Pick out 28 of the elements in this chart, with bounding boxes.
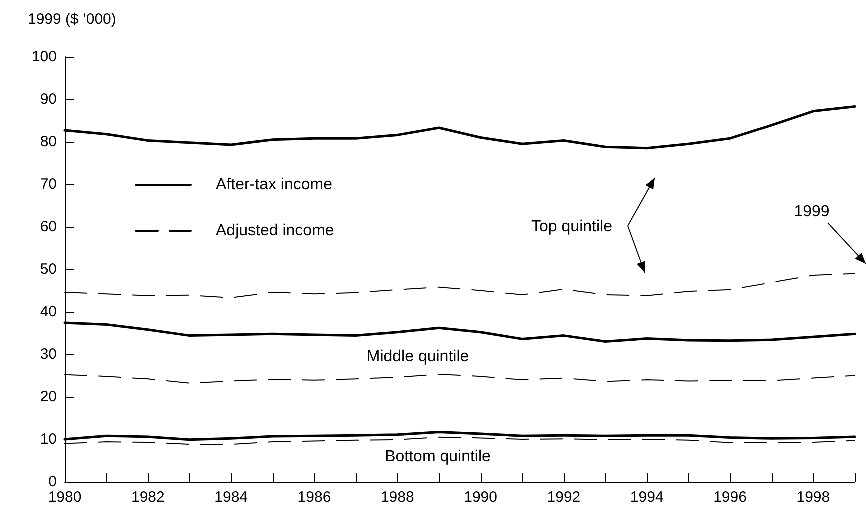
x-tick-label: 1990 [464, 489, 498, 506]
x-tick-label: 1988 [380, 489, 414, 506]
legend-label: Adjusted income [216, 222, 334, 240]
y-tick-label: 60 [40, 218, 57, 236]
y-tick-label: 30 [40, 346, 57, 363]
x-tick-label: 1992 [547, 489, 581, 506]
y-axis-title: 1999 ($ ’000) [28, 11, 116, 28]
x-tick-label: 1980 [48, 489, 82, 506]
y-tick-label: 100 [32, 48, 57, 66]
annotation: Top quintile [532, 218, 613, 236]
annotation: Bottom quintile [385, 448, 492, 466]
annotation: Middle quintile [366, 348, 470, 366]
annotation: 1999 [794, 204, 830, 220]
y-tick-label: 90 [40, 91, 57, 108]
y-tick-label: 10 [40, 431, 57, 448]
y-tick-label: 20 [40, 388, 57, 406]
y-tick-label: 40 [40, 304, 57, 320]
x-tick-label: 1996 [714, 489, 747, 506]
x-tick-label: 1982 [131, 489, 165, 506]
y-tick-label: 70 [40, 176, 57, 193]
y-tick-label: 0 [48, 474, 57, 490]
x-tick-label: 1998 [796, 489, 830, 506]
x-tick-label: 1994 [630, 489, 664, 506]
y-tick-label: 80 [40, 134, 57, 150]
y-tick-label: 50 [40, 261, 57, 278]
x-tick-label: 1984 [214, 489, 248, 506]
legend-label: After-tax income [216, 176, 333, 194]
x-tick-label: 1986 [298, 489, 332, 506]
